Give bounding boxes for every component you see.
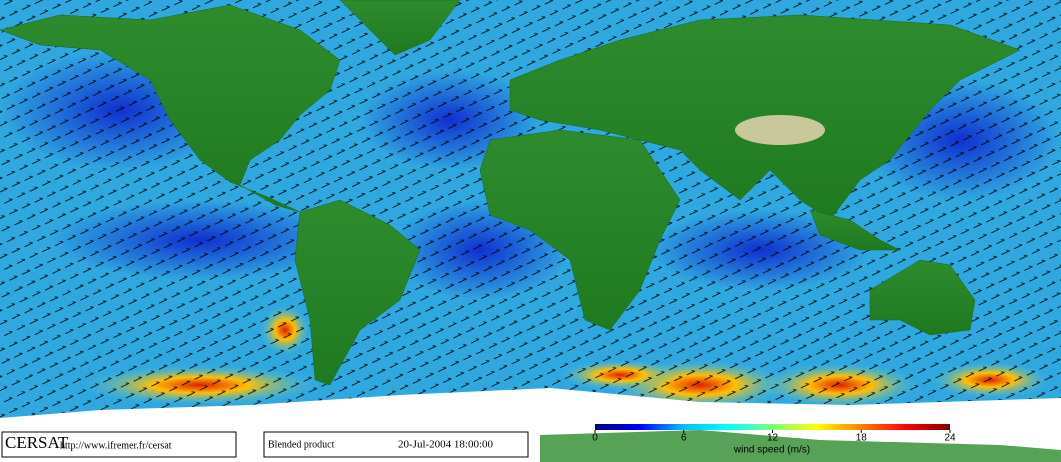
colorbar-bar — [595, 424, 950, 430]
colorbar-tick-label: 24 — [944, 433, 956, 444]
colorbar-tick-label: 12 — [767, 433, 779, 444]
product: Blended product — [268, 439, 335, 450]
colorbar-label: wind speed (m/s) — [733, 445, 810, 456]
antarctica-relief — [540, 430, 1061, 462]
logo: CERSAT — [5, 433, 69, 452]
date: 20-Jul-2004 18:00:00 — [398, 439, 494, 451]
colorbar-tick-label: 6 — [681, 433, 687, 444]
colorbar: wind speed (m/s) 0 6 12 18 24 — [592, 424, 956, 456]
colorbar-tick-label: 18 — [856, 433, 868, 444]
continents — [0, 0, 1021, 386]
colorbar-tick-label: 0 — [592, 433, 598, 444]
info-box — [263, 431, 529, 458]
plateau — [735, 115, 825, 145]
logo-box — [1, 431, 237, 458]
url: http://www.ifremer.fr/cersat — [60, 440, 172, 451]
